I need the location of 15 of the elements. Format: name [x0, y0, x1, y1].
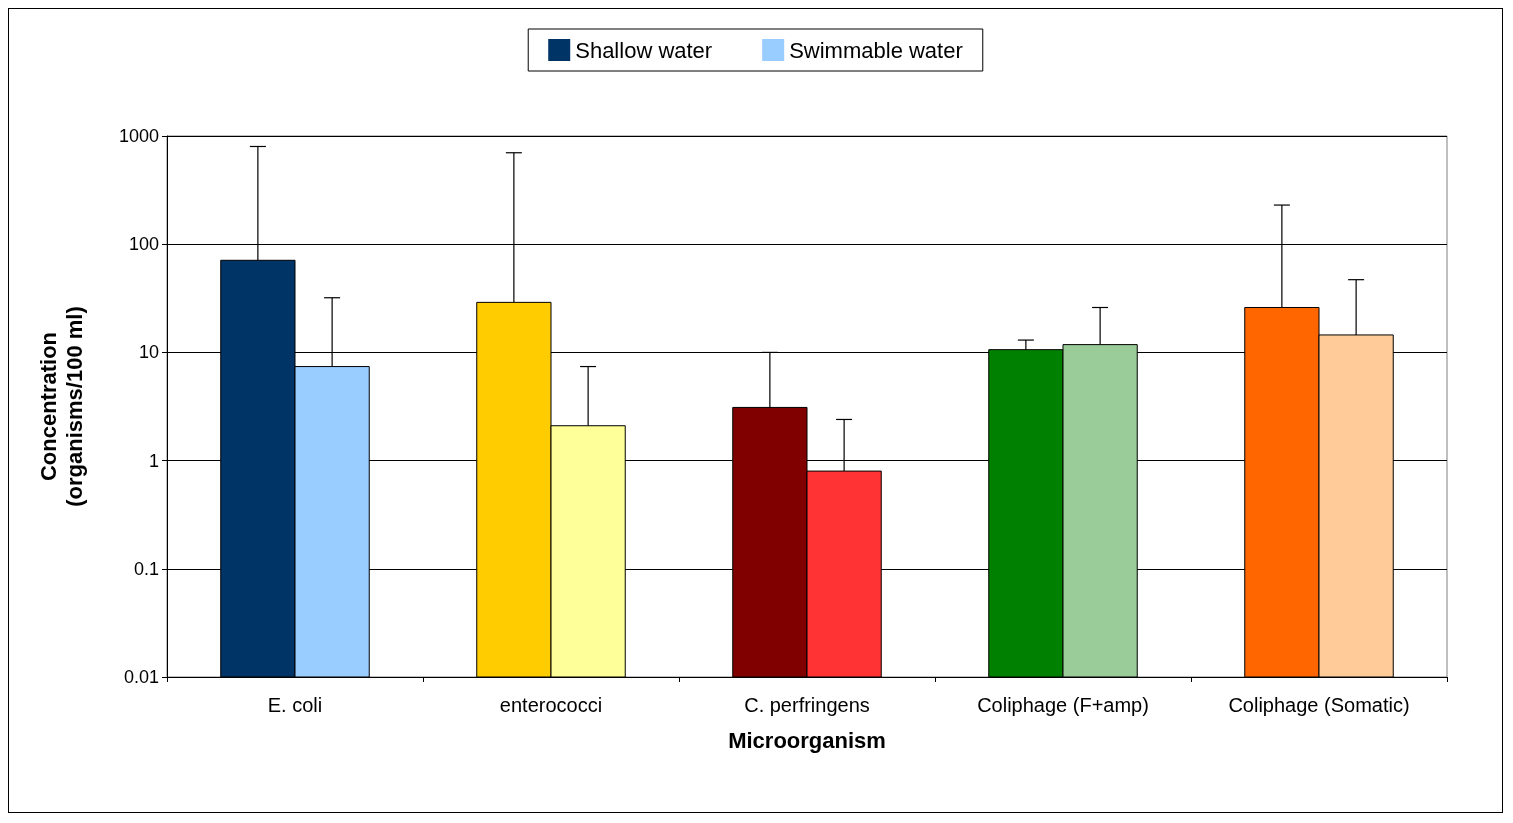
- legend-label: Shallow water: [575, 37, 713, 63]
- x-tick-label: Coliphage (F+amp): [977, 694, 1149, 716]
- x-tick-label: C. perfringens: [744, 694, 870, 716]
- y-tick-label: 1000: [118, 126, 159, 146]
- y-tick-label: 100: [128, 234, 159, 255]
- y-tick-label: 0.01: [123, 667, 159, 687]
- x-tick-label: enterococci: [499, 694, 603, 716]
- x-tick-label: Coliphage (Somatic): [1228, 694, 1410, 716]
- x-tick-label: E. coli: [267, 694, 323, 716]
- y-tick-label: 1: [148, 450, 159, 471]
- x-axis-title: Microorganism: [728, 727, 886, 753]
- y-tick-label: 10: [138, 342, 159, 363]
- legend-label: Swimmable water: [789, 37, 963, 63]
- y-axis-title: Concentration (organisms/100 ml): [35, 306, 87, 507]
- y-tick-label: 0.1: [133, 558, 159, 579]
